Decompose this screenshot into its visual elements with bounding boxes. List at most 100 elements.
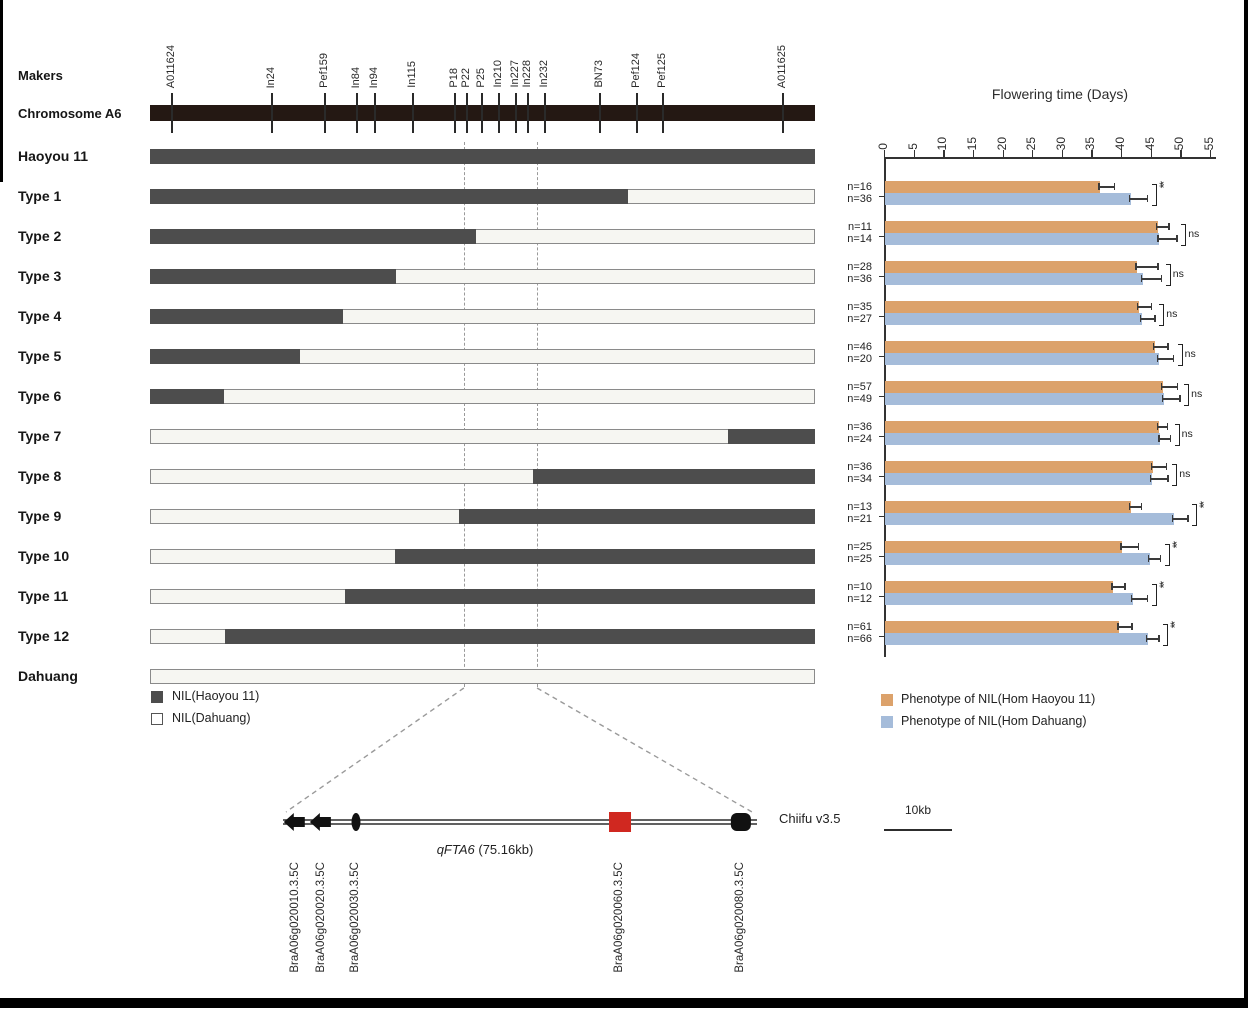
n-label-haoyou: n=35	[847, 300, 872, 313]
assembly-label: Chiifu v3.5	[779, 811, 841, 826]
significance-bracket	[1164, 543, 1170, 566]
nil-bar-type-10	[150, 549, 815, 564]
nil-dark-segment	[150, 189, 629, 204]
n-label-dahuang: n=12	[847, 592, 872, 605]
marker-tick-In115	[411, 93, 414, 133]
error-bar	[1121, 546, 1138, 548]
marker-tick-In228	[526, 93, 529, 133]
row-label-type-11: Type 11	[18, 587, 69, 604]
x-tick-35	[1091, 150, 1093, 157]
chart-legend-label-dahuang: Phenotype of NIL(Hom Dahuang)	[901, 714, 1087, 728]
error-cap-outer	[1167, 475, 1169, 482]
significance-label: ns	[1166, 307, 1178, 320]
bar-dahuang-type-11	[885, 592, 1133, 605]
marker-tick-P18	[454, 93, 457, 133]
n-label-haoyou: n=36	[847, 420, 872, 433]
error-cap-inner	[1156, 355, 1159, 362]
bar-haoyou-type-11	[885, 580, 1114, 593]
error-bar	[1157, 426, 1167, 428]
zoom-dashed-left	[285, 687, 465, 813]
row-label-type-12: Type 12	[18, 627, 70, 644]
nil-dark-segment	[150, 229, 476, 244]
error-cap-inner	[1135, 263, 1137, 270]
nil-legend-label-haoyou: NIL(Haoyou 11)	[172, 689, 260, 703]
significance-label: ns	[1188, 227, 1200, 240]
bar-dahuang-type-4	[885, 312, 1142, 325]
significance-label: ns	[1181, 427, 1193, 440]
chromosome-label: Chromosome A6	[18, 106, 122, 121]
chart-x-axis	[884, 157, 1216, 159]
marker-tick-A011625	[782, 93, 785, 133]
x-tick-10	[943, 150, 945, 157]
gene-name-BraA06g020060.3.5C: BraA06g020060.3.5C	[613, 862, 625, 973]
nil-dark-segment	[727, 429, 815, 444]
y-tick-11	[879, 596, 884, 598]
error-cap-outer	[1157, 263, 1159, 270]
significance-bracket	[1159, 303, 1165, 326]
error-cap-inner	[1111, 583, 1113, 590]
error-cap-inner	[1158, 435, 1160, 442]
nil-bar-type-8	[150, 469, 815, 484]
error-cap-outer	[1160, 275, 1163, 282]
row-label-type-5: Type 5	[18, 347, 62, 364]
bar-dahuang-type-3	[885, 272, 1143, 285]
gene-name-BraA06g020010.3.5C: BraA06g020010.3.5C	[288, 862, 301, 973]
significance-bracket	[1177, 343, 1183, 366]
error-cap-inner	[1117, 623, 1119, 630]
n-label-haoyou: n=36	[847, 460, 872, 473]
significance-bracket	[1151, 183, 1157, 206]
n-label-dahuang: n=14	[847, 232, 872, 245]
error-cap-outer	[1159, 555, 1162, 562]
error-cap-outer	[1168, 223, 1170, 230]
nil-bar-type-3	[150, 269, 815, 284]
x-tick-20	[1002, 150, 1004, 157]
significance-label: ns	[1172, 267, 1184, 280]
n-label-dahuang: n=36	[847, 272, 872, 285]
scalebar-label: 10kb	[904, 803, 932, 817]
row-label-type-8: Type 8	[18, 467, 62, 484]
row-label-type-4: Type 4	[18, 307, 62, 324]
error-bar	[1172, 518, 1188, 520]
y-tick-6	[879, 396, 884, 398]
n-label-haoyou: n=10	[847, 580, 872, 593]
chart-y-axis	[884, 157, 886, 657]
bar-haoyou-type-8	[885, 460, 1153, 473]
nil-dark-segment	[532, 469, 815, 484]
n-label-dahuang: n=21	[847, 512, 872, 525]
error-bar	[1148, 558, 1160, 560]
error-bar	[1151, 466, 1166, 468]
error-cap-inner	[1150, 463, 1153, 470]
y-tick-3	[879, 276, 884, 278]
error-bar	[1161, 386, 1177, 388]
error-cap-outer	[1146, 595, 1149, 602]
error-cap-inner	[1140, 275, 1143, 282]
error-cap-inner	[1128, 503, 1131, 510]
n-label-dahuang: n=66	[847, 632, 872, 645]
error-cap-inner	[1145, 635, 1148, 642]
bar-dahuang-type-9	[885, 512, 1174, 525]
nil-dark-segment	[394, 549, 815, 564]
error-cap-inner	[1160, 383, 1163, 390]
gene-glyph-BraA06g020030.3.5C	[351, 813, 361, 831]
nil-bar-type-4	[150, 309, 815, 324]
x-tick-15	[972, 150, 975, 157]
marker-tick-In24	[270, 93, 273, 133]
marker-tick-In227	[514, 93, 517, 133]
significance-label: ns	[1179, 467, 1191, 480]
error-bar	[1137, 306, 1151, 308]
marker-tick-BN73	[599, 93, 602, 133]
row-label-haoyou-11: Haoyou 11	[18, 147, 89, 164]
chart-legend-swatch-haoyou	[881, 694, 893, 706]
n-label-dahuang: n=34	[847, 472, 872, 485]
significance-bracket	[1184, 383, 1190, 406]
error-cap-outer	[1124, 583, 1126, 590]
n-label-dahuang: n=25	[847, 552, 872, 565]
bar-dahuang-type-5	[885, 352, 1159, 365]
bar-haoyou-type-5	[885, 340, 1155, 353]
error-cap-inner	[1120, 543, 1122, 550]
qtl-name: qFTA6	[436, 842, 475, 857]
bar-haoyou-type-6	[885, 380, 1163, 393]
n-label-haoyou: n=46	[847, 340, 872, 353]
error-bar	[1141, 278, 1161, 280]
